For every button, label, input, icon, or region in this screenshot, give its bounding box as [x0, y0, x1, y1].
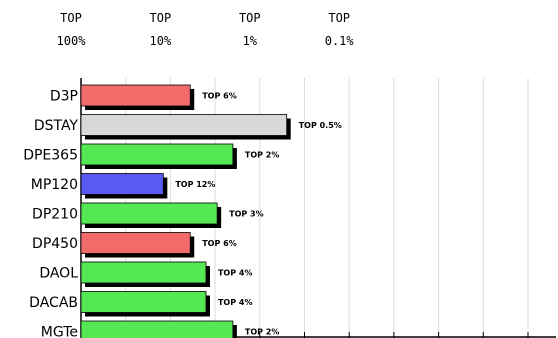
category-label: D3P: [50, 89, 78, 105]
bar: [80, 261, 207, 284]
category-label: DAOL: [39, 266, 78, 282]
axis-tick-label-value: 1%: [243, 34, 258, 48]
axis-tick-label-value: 10%: [150, 34, 172, 48]
category-label: DSTAY: [34, 118, 79, 134]
data-label: TOP 0.5%: [299, 121, 342, 130]
data-label: TOP 2%: [245, 328, 280, 337]
axis-tick-label-top: TOP: [150, 11, 172, 25]
category-label: DPE365: [23, 148, 78, 164]
axis-tick-label-value: 100%: [57, 34, 87, 48]
data-label: TOP 6%: [202, 239, 237, 248]
bar: [80, 143, 234, 166]
bar: [80, 232, 191, 254]
data-label: TOP 2%: [245, 151, 280, 160]
category-label: DP210: [32, 207, 78, 223]
bar: [80, 114, 288, 136]
data-label: TOP 3%: [229, 210, 264, 219]
axis-header: TOP 100% TOP 10% TOP 1% TOP 0.1%: [57, 11, 355, 48]
category-label: MGTe: [41, 325, 78, 338]
bar: [80, 202, 218, 225]
category-label: MP120: [31, 177, 78, 193]
axis-tick-label-top: TOP: [239, 11, 261, 25]
bar: [80, 291, 207, 313]
data-label: TOP 4%: [218, 298, 253, 307]
data-label: TOP 4%: [218, 269, 253, 278]
category-label: DP450: [32, 236, 78, 252]
data-labels: TOP 6% TOP 0.5% TOP 2% TOP 12% TOP 3% TOP 6% T…: [175, 92, 341, 337]
axis-tick-label-top: TOP: [60, 11, 82, 25]
bar: [80, 84, 191, 107]
axis-tick-label-top: TOP: [328, 11, 350, 25]
bar: [80, 173, 164, 195]
bars: [80, 84, 291, 338]
axis-tick-label-value: 0.1%: [325, 34, 355, 48]
category-labels: D3P DSTAY DPE365 MP120 DP210 DP450 DAOL DACAB MG…: [23, 89, 78, 338]
category-label: DACAB: [29, 295, 78, 311]
data-label: TOP 6%: [202, 92, 237, 101]
bar: [80, 320, 234, 338]
data-label: TOP 12%: [175, 180, 215, 189]
